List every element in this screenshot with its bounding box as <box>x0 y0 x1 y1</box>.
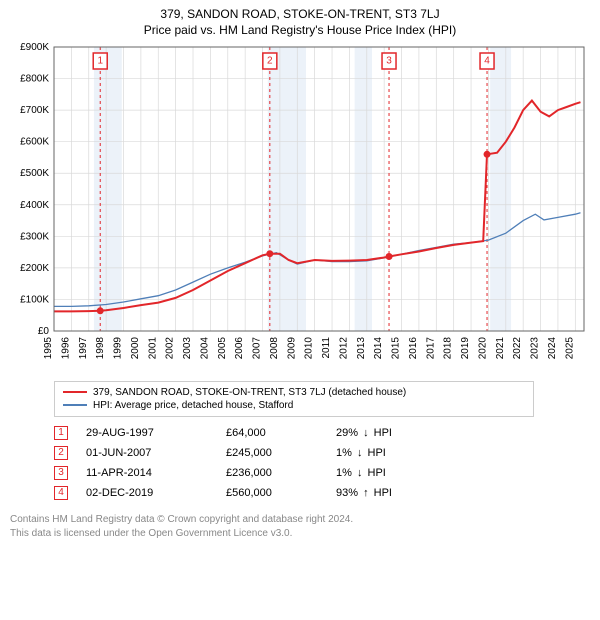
legend-label: 379, SANDON ROAD, STOKE-ON-TRENT, ST3 7L… <box>93 387 406 398</box>
svg-text:2005: 2005 <box>217 336 228 359</box>
svg-text:4: 4 <box>484 55 490 66</box>
svg-text:1998: 1998 <box>95 336 106 359</box>
sales-diff: 1% ↓ HPI <box>336 467 446 479</box>
sales-diff: 93% ↑ HPI <box>336 487 446 499</box>
svg-text:1995: 1995 <box>43 336 54 359</box>
sales-date: 01-JUN-2007 <box>86 447 226 459</box>
sales-row: 4 02-DEC-2019£560,00093% ↑ HPI <box>54 483 590 503</box>
chart-svg: £0 £100K £200K £300K £400K £500K £600K £700K £80… <box>10 43 590 373</box>
sales-diff: 29% ↓ HPI <box>336 427 446 439</box>
svg-text:2010: 2010 <box>304 336 315 359</box>
svg-text:2017: 2017 <box>425 336 436 359</box>
svg-text:2001: 2001 <box>147 336 158 359</box>
sales-price: £560,000 <box>226 487 336 499</box>
svg-text:£800K: £800K <box>20 73 49 84</box>
sales-marker: 3 <box>54 466 68 480</box>
svg-text:2000: 2000 <box>130 336 141 359</box>
svg-text:2020: 2020 <box>477 336 488 359</box>
sales-row: 1 29-AUG-1997£64,00029% ↓ HPI <box>54 423 590 443</box>
svg-text:£400K: £400K <box>20 200 49 211</box>
svg-text:£100K: £100K <box>20 294 49 305</box>
svg-text:£300K: £300K <box>20 231 49 242</box>
svg-text:2009: 2009 <box>286 336 297 359</box>
svg-text:3: 3 <box>386 55 392 66</box>
svg-text:2024: 2024 <box>547 336 558 359</box>
svg-text:1997: 1997 <box>78 336 89 359</box>
svg-text:2006: 2006 <box>234 336 245 359</box>
svg-text:2021: 2021 <box>495 336 506 359</box>
sales-marker: 4 <box>54 486 68 500</box>
sales-marker: 1 <box>54 426 68 440</box>
legend-item: HPI: Average price, detached house, Staf… <box>63 399 525 412</box>
svg-text:£200K: £200K <box>20 263 49 274</box>
sales-table: 1 29-AUG-1997£64,00029% ↓ HPI 2 01-JUN-2007… <box>54 423 590 503</box>
legend-swatch <box>63 391 87 393</box>
svg-text:2023: 2023 <box>530 336 541 359</box>
page-title: 379, SANDON ROAD, STOKE-ON-TRENT, ST3 7L… <box>10 6 590 23</box>
svg-text:2014: 2014 <box>373 336 384 359</box>
sales-date: 02-DEC-2019 <box>86 487 226 499</box>
sales-price: £64,000 <box>226 427 336 439</box>
svg-text:2011: 2011 <box>321 336 332 358</box>
svg-text:2015: 2015 <box>391 336 402 359</box>
svg-text:2004: 2004 <box>199 336 210 359</box>
svg-text:2008: 2008 <box>269 336 280 359</box>
svg-text:2018: 2018 <box>443 336 454 359</box>
svg-text:£700K: £700K <box>20 105 49 116</box>
svg-text:2022: 2022 <box>512 336 523 359</box>
attribution-line: Contains HM Land Registry data © Crown c… <box>10 513 590 527</box>
attribution-text: Contains HM Land Registry data © Crown c… <box>10 513 590 541</box>
sales-diff: 1% ↓ HPI <box>336 447 446 459</box>
svg-text:2013: 2013 <box>356 336 367 359</box>
chart-legend: 379, SANDON ROAD, STOKE-ON-TRENT, ST3 7L… <box>54 381 534 417</box>
svg-text:£900K: £900K <box>20 43 49 53</box>
page-subtitle: Price paid vs. HM Land Registry's House … <box>10 23 590 37</box>
svg-text:£0: £0 <box>38 326 50 337</box>
sales-row: 2 01-JUN-2007£245,0001% ↓ HPI <box>54 443 590 463</box>
svg-text:2019: 2019 <box>460 336 471 359</box>
sales-price: £245,000 <box>226 447 336 459</box>
svg-text:£500K: £500K <box>20 168 49 179</box>
svg-text:2007: 2007 <box>252 336 263 359</box>
svg-text:1996: 1996 <box>60 336 71 359</box>
legend-label: HPI: Average price, detached house, Staf… <box>93 400 293 411</box>
sales-date: 29-AUG-1997 <box>86 427 226 439</box>
legend-swatch <box>63 404 87 406</box>
sales-price: £236,000 <box>226 467 336 479</box>
svg-text:2012: 2012 <box>338 336 349 359</box>
svg-text:2: 2 <box>267 55 273 66</box>
svg-text:2002: 2002 <box>165 336 176 359</box>
svg-text:1999: 1999 <box>113 336 124 359</box>
sales-date: 11-APR-2014 <box>86 467 226 479</box>
attribution-line: This data is licensed under the Open Gov… <box>10 527 590 541</box>
svg-text:£600K: £600K <box>20 136 49 147</box>
sales-marker: 2 <box>54 446 68 460</box>
legend-item: 379, SANDON ROAD, STOKE-ON-TRENT, ST3 7L… <box>63 386 525 399</box>
svg-text:2003: 2003 <box>182 336 193 359</box>
svg-text:1: 1 <box>97 55 103 66</box>
sales-row: 3 11-APR-2014£236,0001% ↓ HPI <box>54 463 590 483</box>
svg-text:2016: 2016 <box>408 336 419 359</box>
price-chart: £0 £100K £200K £300K £400K £500K £600K £700K £80… <box>10 43 590 373</box>
svg-text:2025: 2025 <box>564 336 575 359</box>
